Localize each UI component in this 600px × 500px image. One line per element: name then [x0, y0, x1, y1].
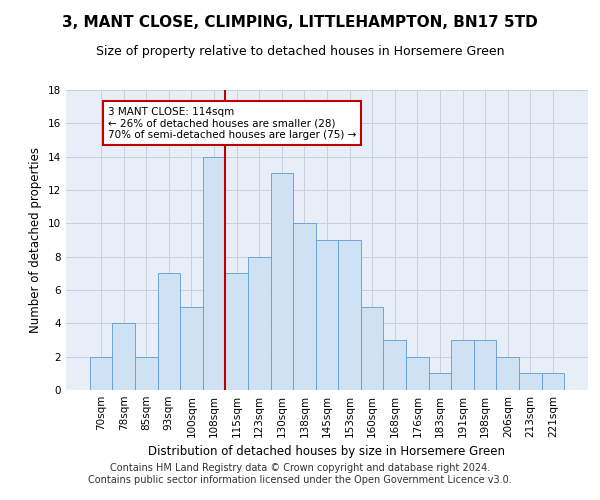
Bar — [135, 356, 158, 390]
X-axis label: Distribution of detached houses by size in Horsemere Green: Distribution of detached houses by size … — [149, 446, 505, 458]
Bar — [361, 306, 383, 390]
Bar — [383, 340, 406, 390]
Bar — [316, 240, 338, 390]
Text: Size of property relative to detached houses in Horsemere Green: Size of property relative to detached ho… — [96, 45, 504, 58]
Bar — [293, 224, 316, 390]
Bar — [248, 256, 271, 390]
Bar — [474, 340, 496, 390]
Bar — [226, 274, 248, 390]
Bar — [271, 174, 293, 390]
Text: Contains HM Land Registry data © Crown copyright and database right 2024.
Contai: Contains HM Land Registry data © Crown c… — [88, 464, 512, 485]
Bar — [112, 324, 135, 390]
Bar — [158, 274, 180, 390]
Text: 3 MANT CLOSE: 114sqm
← 26% of detached houses are smaller (28)
70% of semi-detac: 3 MANT CLOSE: 114sqm ← 26% of detached h… — [108, 106, 356, 140]
Bar — [542, 374, 564, 390]
Bar — [496, 356, 519, 390]
Text: 3, MANT CLOSE, CLIMPING, LITTLEHAMPTON, BN17 5TD: 3, MANT CLOSE, CLIMPING, LITTLEHAMPTON, … — [62, 15, 538, 30]
Y-axis label: Number of detached properties: Number of detached properties — [29, 147, 43, 333]
Bar — [90, 356, 112, 390]
Bar — [451, 340, 474, 390]
Bar — [203, 156, 226, 390]
Bar — [180, 306, 203, 390]
Bar — [428, 374, 451, 390]
Bar — [338, 240, 361, 390]
Bar — [519, 374, 542, 390]
Bar — [406, 356, 428, 390]
